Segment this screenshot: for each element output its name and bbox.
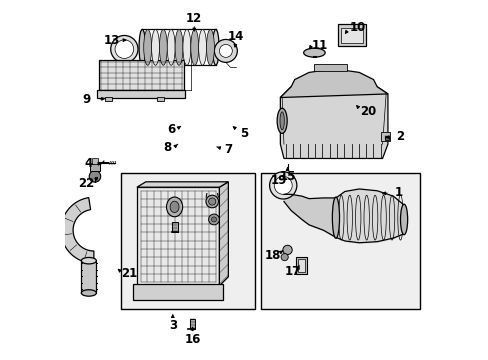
Text: 10: 10 (348, 21, 365, 34)
Polygon shape (280, 87, 387, 158)
Ellipse shape (205, 195, 218, 208)
Bar (380, 132, 389, 140)
Circle shape (115, 40, 133, 58)
Circle shape (89, 171, 101, 182)
Text: 12: 12 (186, 12, 202, 25)
Text: 21: 21 (122, 267, 138, 280)
Text: 14: 14 (227, 30, 243, 43)
Text: 11: 11 (311, 39, 327, 52)
Ellipse shape (151, 30, 159, 65)
Bar (81, 261, 96, 293)
Ellipse shape (303, 48, 325, 57)
Text: 2: 2 (396, 130, 404, 144)
Circle shape (282, 245, 292, 255)
Bar (190, 319, 195, 329)
Text: 4: 4 (84, 157, 92, 170)
Polygon shape (61, 198, 94, 263)
Text: 15: 15 (279, 170, 295, 183)
Circle shape (269, 172, 296, 199)
Text: 7: 7 (224, 143, 232, 156)
Ellipse shape (332, 197, 339, 238)
Ellipse shape (277, 108, 286, 134)
Bar (314, 64, 346, 71)
Bar (295, 257, 306, 274)
Circle shape (208, 198, 215, 205)
Polygon shape (137, 182, 228, 187)
Text: 1: 1 (394, 186, 402, 199)
Ellipse shape (190, 30, 198, 65)
Bar (104, 97, 112, 101)
Bar (97, 90, 185, 98)
Bar (340, 28, 362, 42)
Circle shape (281, 253, 287, 261)
Circle shape (219, 44, 232, 57)
Text: 19: 19 (270, 174, 286, 186)
Text: 22: 22 (79, 177, 95, 190)
Ellipse shape (212, 30, 219, 65)
Circle shape (110, 36, 138, 63)
Text: 13: 13 (103, 33, 120, 47)
Text: 18: 18 (264, 249, 281, 262)
Bar (337, 24, 366, 45)
Circle shape (274, 176, 292, 194)
Ellipse shape (280, 112, 284, 130)
Ellipse shape (183, 30, 190, 65)
Ellipse shape (81, 290, 96, 296)
Bar (99, 60, 183, 92)
Ellipse shape (143, 30, 151, 65)
Circle shape (211, 217, 216, 222)
Circle shape (214, 40, 237, 62)
Bar (156, 97, 163, 101)
Ellipse shape (400, 204, 407, 235)
Ellipse shape (159, 30, 167, 65)
Bar (92, 158, 98, 164)
Ellipse shape (139, 30, 145, 65)
Bar (133, 284, 223, 300)
Text: 6: 6 (166, 123, 175, 136)
Text: 16: 16 (184, 333, 200, 346)
Ellipse shape (167, 30, 175, 65)
Ellipse shape (206, 30, 214, 65)
Bar (385, 135, 388, 140)
Text: 8: 8 (163, 141, 171, 154)
Text: 20: 20 (359, 105, 376, 118)
Polygon shape (219, 182, 228, 286)
Bar (90, 164, 100, 171)
Ellipse shape (170, 201, 179, 213)
Text: 17: 17 (284, 265, 301, 278)
Bar (172, 222, 178, 232)
Text: 9: 9 (82, 93, 91, 106)
Bar (260, 173, 419, 309)
Ellipse shape (175, 30, 183, 65)
Bar (137, 187, 219, 286)
Circle shape (208, 214, 219, 225)
Ellipse shape (81, 257, 96, 264)
Polygon shape (280, 69, 387, 98)
Bar (121, 173, 255, 309)
Text: 3: 3 (168, 319, 177, 332)
Text: 5: 5 (240, 127, 248, 140)
Bar (297, 259, 304, 272)
Ellipse shape (166, 197, 182, 217)
Ellipse shape (198, 30, 206, 65)
